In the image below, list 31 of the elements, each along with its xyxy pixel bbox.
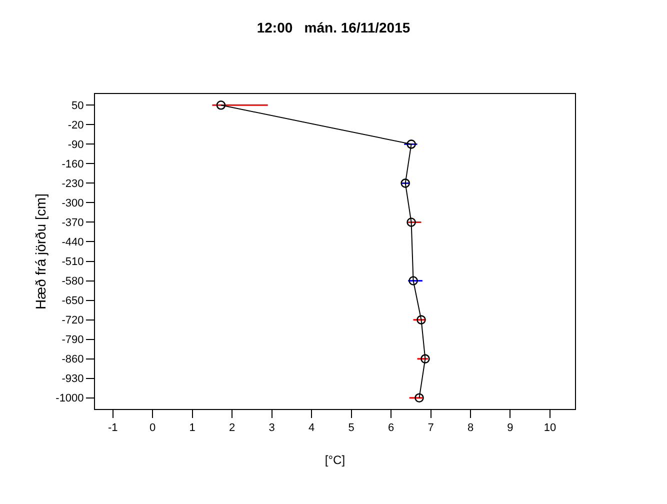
x-tick-label: 6 — [388, 422, 394, 434]
chart-title: 12:00 mán. 16/11/2015 — [256, 19, 410, 36]
y-tick-label: -300 — [62, 198, 84, 210]
y-tick-label: -790 — [62, 334, 84, 346]
x-tick-label: 2 — [229, 422, 236, 434]
y-tick-label: -90 — [68, 139, 84, 152]
y-axis-title: Hæð frá jörðu [cm] — [32, 194, 48, 310]
x-axis-title: [°C] — [324, 453, 346, 468]
y-tick-label: -720 — [62, 314, 84, 327]
y-tick-label: 50 — [72, 100, 84, 112]
y-tick-label: -650 — [62, 295, 84, 308]
y-tick-label: -510 — [62, 256, 84, 268]
y-tick-label: -20 — [68, 120, 84, 132]
y-tick-label: -1000 — [56, 392, 84, 405]
x-tick-label: 1 — [189, 422, 196, 434]
y-tick-label: -930 — [62, 373, 84, 386]
y-tick-label: -160 — [62, 158, 84, 171]
y-tick-label: -440 — [62, 236, 84, 249]
x-tick-label: 7 — [428, 422, 434, 434]
x-tick-label: 3 — [268, 422, 275, 434]
x-tick-label: 9 — [507, 422, 514, 434]
y-tick-label: -580 — [62, 276, 84, 288]
x-tick-label: -1 — [108, 422, 118, 434]
x-tick-label: 4 — [308, 422, 315, 434]
x-tick-label: 10 — [544, 422, 556, 434]
y-tick-label: -370 — [62, 217, 84, 230]
x-tick-label: 5 — [348, 422, 354, 434]
x-tick-label: 0 — [150, 422, 156, 434]
y-tick-label: -230 — [62, 178, 84, 190]
y-tick-label: -860 — [62, 354, 84, 366]
x-tick-label: 8 — [467, 422, 474, 434]
